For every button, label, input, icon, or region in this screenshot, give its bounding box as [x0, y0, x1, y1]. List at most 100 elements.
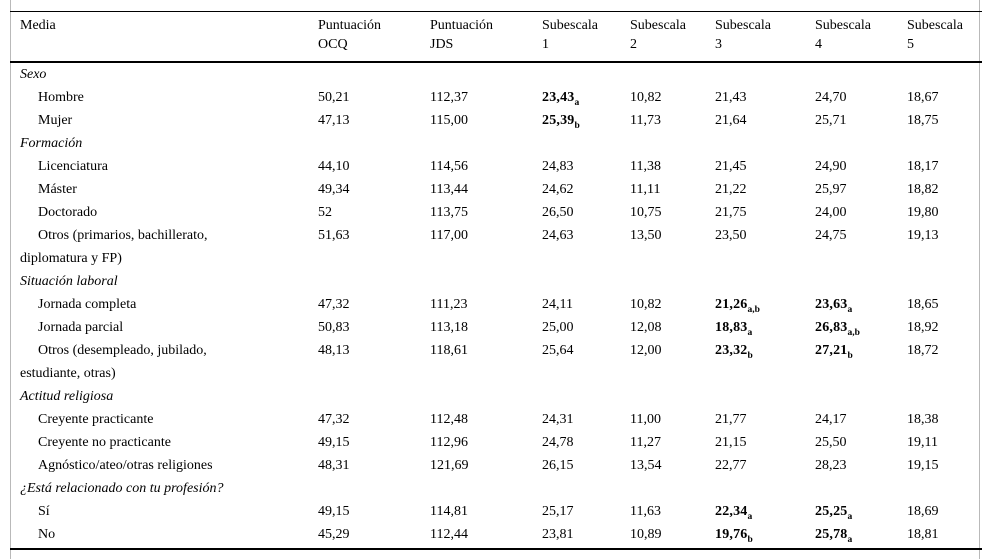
significance-subscript: a: [747, 327, 753, 338]
table-row: Sí 49,15 114,81 25,17 11,63 22,34a 25,25a 18,69: [10, 500, 982, 523]
value-cell: 19,11: [907, 435, 938, 450]
row-label: Creyente no practicante: [38, 435, 171, 450]
value-cell: 47,32: [318, 412, 350, 427]
column-header-media: Media: [10, 11, 318, 63]
value-cell: 117,00: [430, 228, 468, 243]
value-cell: 18,82: [907, 182, 939, 197]
value-cell: 11,00: [630, 412, 661, 427]
value-cell: 12,08: [630, 320, 662, 335]
table-row: Doctorado 52 113,75 26,50 10,75 21,75 24,00 19,…: [10, 201, 982, 224]
value-cell: 18,75: [907, 113, 939, 128]
significant-value: 26,83: [815, 320, 848, 335]
value-cell: 47,32: [318, 297, 350, 312]
value-cell: 25,64: [542, 343, 574, 358]
value-cell: 24,11: [542, 297, 573, 312]
row-label: Jornada completa: [38, 297, 137, 312]
significance-subscript: a: [847, 511, 853, 522]
value-cell: 19,15: [907, 458, 939, 473]
value-cell: 49,15: [318, 504, 350, 519]
significance-subscript: b: [747, 534, 753, 545]
value-cell: 21,64: [715, 113, 747, 128]
value-cell: 24,00: [815, 205, 847, 220]
row-label: Sí: [38, 504, 50, 519]
table-row: Creyente practicante 47,32 112,48 24,31 11,0…: [10, 408, 982, 431]
value-cell: 113,44: [430, 182, 468, 197]
value-cell: 21,15: [715, 435, 747, 450]
value-cell: 25,78a: [815, 523, 907, 550]
value-cell: 21,45: [715, 159, 747, 174]
value-cell: 12,00: [630, 343, 662, 358]
value-cell: 21,75: [715, 205, 747, 220]
significant-value: 25,25: [815, 504, 848, 519]
significant-value: 23,63: [815, 297, 848, 312]
row-label: Máster: [38, 182, 77, 197]
value-cell: 112,44: [430, 523, 542, 550]
table-header-row: Media Puntuación OCQ Puntuación JDS Sube…: [10, 11, 982, 63]
section-title: ¿Está relacionado con tu profesión?: [20, 481, 224, 496]
significant-value: 25,39: [542, 113, 575, 128]
value-cell: 22,34a: [715, 500, 815, 523]
column-header-jds: Puntuación JDS: [430, 11, 542, 63]
value-cell: 18,92: [907, 320, 939, 335]
row-label: Doctorado: [38, 205, 98, 220]
value-cell: 23,43a: [542, 86, 630, 109]
value-cell: 23,81: [542, 523, 630, 550]
value-cell: 50,83: [318, 320, 350, 335]
column-header-sub4: Subescala 4: [815, 11, 907, 63]
value-cell: 10,82: [630, 297, 662, 312]
value-cell: 25,17: [542, 504, 574, 519]
value-cell: 49,34: [318, 182, 350, 197]
section-title: Sexo: [20, 67, 47, 82]
row-label: Otros (primarios, bachillerato, diplomat…: [20, 228, 208, 266]
value-cell: 24,17: [815, 412, 847, 427]
value-cell: 19,80: [907, 205, 939, 220]
table-row: Otros (primarios, bachillerato, diplomat…: [10, 224, 982, 270]
row-label: Otros (desempleado, jubilado, estudiante…: [20, 343, 207, 381]
column-header-ocq: Puntuación OCQ: [318, 11, 430, 63]
value-cell: 51,63: [318, 228, 350, 243]
value-cell: 18,72: [907, 343, 939, 358]
value-cell: 25,50: [815, 435, 847, 450]
significance-subscript: b: [574, 120, 580, 131]
value-cell: 13,54: [630, 458, 662, 473]
means-table: Media Puntuación OCQ Puntuación JDS Sube…: [10, 11, 982, 550]
table-row: Agnóstico/ateo/otras religiones 48,31 121,…: [10, 454, 982, 477]
value-cell: 25,00: [542, 320, 574, 335]
significant-value: 22,34: [715, 504, 748, 519]
row-label: Mujer: [38, 113, 73, 128]
section-row: ¿Está relacionado con tu profesión?: [10, 477, 982, 500]
value-cell: 18,17: [907, 159, 939, 174]
value-cell: 13,50: [630, 228, 662, 243]
value-cell: 111,23: [430, 297, 468, 312]
value-cell: 24,63: [542, 228, 574, 243]
value-cell: 11,38: [630, 159, 661, 174]
value-cell: 10,82: [630, 90, 662, 105]
significance-subscript: a: [747, 511, 753, 522]
significance-subscript: b: [747, 350, 753, 361]
significance-subscript: a: [847, 304, 853, 315]
value-cell: 18,65: [907, 297, 939, 312]
value-cell: 10,75: [630, 205, 662, 220]
value-cell: 24,90: [815, 159, 847, 174]
value-cell: 23,50: [715, 228, 747, 243]
table-row: Jornada completa 47,32 111,23 24,11 10,82 21,…: [10, 293, 982, 316]
value-cell: 24,31: [542, 412, 574, 427]
value-cell: 25,97: [815, 182, 847, 197]
column-header-sub1: Subescala 1: [542, 11, 630, 63]
column-header-sub2: Subescala 2: [630, 11, 715, 63]
value-cell: 50,21: [318, 90, 350, 105]
value-cell: 44,10: [318, 159, 350, 174]
value-cell: 25,25a: [815, 500, 907, 523]
row-label: Creyente practicante: [38, 412, 154, 427]
value-cell: 18,81: [907, 523, 982, 550]
row-label: No: [10, 523, 318, 550]
table-row: Máster 49,34 113,44 24,62 11,11 21,22 25,97 18,…: [10, 178, 982, 201]
significant-value: 21,26: [715, 297, 748, 312]
significance-subscript: b: [847, 350, 853, 361]
value-cell: 23,32b: [715, 339, 815, 385]
significant-value: 27,21: [815, 343, 848, 358]
table-row: Licenciatura 44,10 114,56 24,83 11,38 21,45 24…: [10, 155, 982, 178]
value-cell: 18,38: [907, 412, 939, 427]
value-cell: 23,63a: [815, 293, 907, 316]
value-cell: 11,73: [630, 113, 661, 128]
